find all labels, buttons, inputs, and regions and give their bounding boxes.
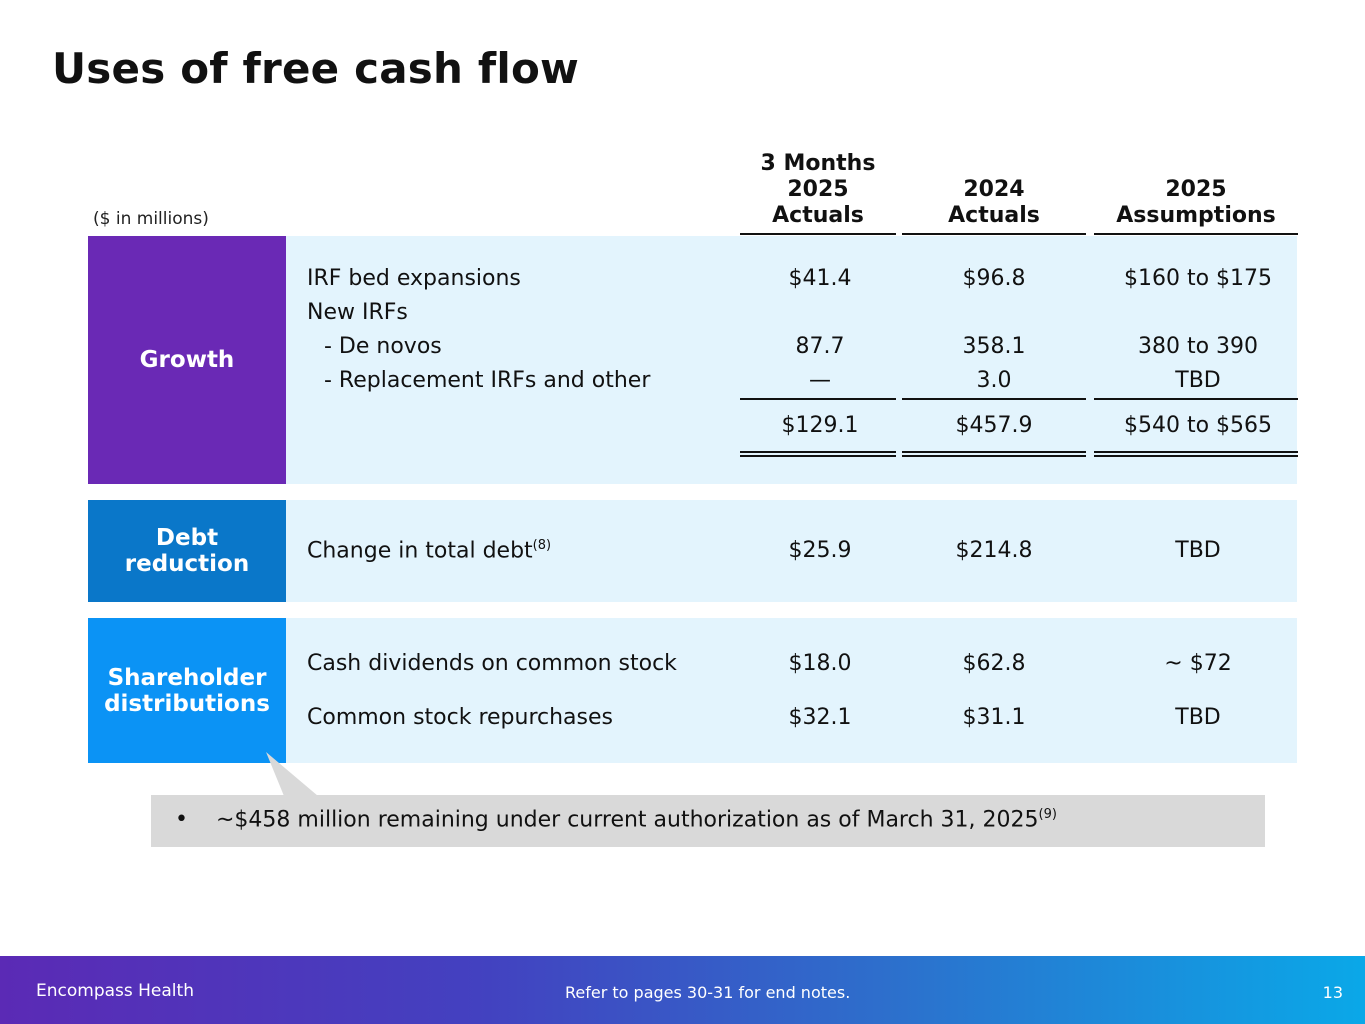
growth-total-cell: $129.1 bbox=[781, 413, 859, 438]
cell: $214.8 bbox=[955, 538, 1033, 563]
shareholder-panel bbox=[286, 618, 1297, 763]
footer-note: Refer to pages 30-31 for end notes. bbox=[565, 983, 851, 1002]
page-title: Uses of free cash flow bbox=[52, 44, 580, 93]
cell: $25.9 bbox=[788, 538, 852, 563]
cell: TBD bbox=[1175, 538, 1221, 563]
debt-label-line1: Debt bbox=[155, 525, 219, 551]
row-label-change-in-total-debt: Change in total debt(8) bbox=[307, 538, 552, 564]
units-note: ($ in millions) bbox=[93, 209, 209, 229]
row-label-de-novos: - De novos bbox=[324, 334, 442, 359]
growth-category: Growth bbox=[88, 236, 286, 484]
total-double-rule bbox=[740, 451, 896, 453]
cell: $160 to $175 bbox=[1123, 266, 1273, 291]
footnote-ref: (9) bbox=[1038, 807, 1057, 822]
callout-bullet: • bbox=[175, 807, 188, 832]
footer-company: Encompass Health bbox=[36, 981, 194, 1001]
subtotal-rule bbox=[1094, 398, 1298, 400]
header-rule bbox=[1094, 233, 1298, 235]
cell: TBD bbox=[1175, 368, 1221, 393]
debt-reduction-category: Debt reduction bbox=[88, 500, 286, 602]
cell: 380 to 390 bbox=[1137, 334, 1259, 359]
cell: $31.1 bbox=[962, 705, 1026, 730]
cell: — bbox=[809, 368, 831, 393]
row-label-new-irfs: New IRFs bbox=[307, 300, 408, 325]
cell: ~ $72 bbox=[1164, 651, 1232, 676]
shareholder-label-line2: distributions bbox=[104, 690, 270, 717]
growth-label: Growth bbox=[139, 347, 235, 373]
column-header-3m-2025-actuals: 3 Months 2025 Actuals bbox=[760, 151, 876, 228]
cell: $18.0 bbox=[788, 651, 852, 676]
row-label-replacement-irfs: - Replacement IRFs and other bbox=[324, 368, 651, 393]
total-double-rule bbox=[740, 455, 896, 457]
header-rule bbox=[902, 233, 1086, 235]
row-label-stock-repurchases: Common stock repurchases bbox=[307, 705, 614, 730]
callout-pointer bbox=[266, 752, 318, 796]
cell: $62.8 bbox=[962, 651, 1026, 676]
cell: $32.1 bbox=[788, 705, 852, 730]
growth-total-cell: $540 to $565 bbox=[1123, 413, 1273, 438]
page-number: 13 bbox=[1322, 983, 1343, 1002]
header-rule bbox=[740, 233, 896, 235]
subtotal-rule bbox=[902, 398, 1086, 400]
shareholder-label-line1: Shareholder bbox=[107, 664, 267, 691]
callout-box bbox=[151, 795, 1265, 847]
callout-text: ~$458 million remaining under current au… bbox=[216, 807, 1057, 833]
cell: 3.0 bbox=[976, 368, 1012, 393]
debt-panel bbox=[286, 500, 1297, 602]
column-header-2025-assumptions: 2025 Assumptions bbox=[1116, 177, 1276, 228]
column-header-2024-actuals: 2024 Actuals bbox=[948, 177, 1040, 228]
row-label-irf-bed-expansions: IRF bed expansions bbox=[307, 266, 521, 291]
cell: $41.4 bbox=[788, 266, 852, 291]
row-label-cash-dividends: Cash dividends on common stock bbox=[307, 651, 677, 676]
growth-total-cell: $457.9 bbox=[955, 413, 1033, 438]
cell: 87.7 bbox=[795, 334, 845, 359]
shareholder-distributions-category: Shareholder distributions bbox=[88, 618, 286, 763]
total-double-rule bbox=[1094, 455, 1298, 457]
debt-label-line2: reduction bbox=[124, 551, 250, 577]
growth-panel bbox=[286, 236, 1297, 484]
cell: $96.8 bbox=[962, 266, 1026, 291]
total-double-rule bbox=[1094, 451, 1298, 453]
footer-bar bbox=[0, 956, 1365, 1024]
total-double-rule bbox=[902, 455, 1086, 457]
subtotal-rule bbox=[740, 398, 896, 400]
cell: 358.1 bbox=[962, 334, 1026, 359]
total-double-rule bbox=[902, 451, 1086, 453]
cell: TBD bbox=[1175, 705, 1221, 730]
footnote-ref: (8) bbox=[532, 538, 552, 553]
